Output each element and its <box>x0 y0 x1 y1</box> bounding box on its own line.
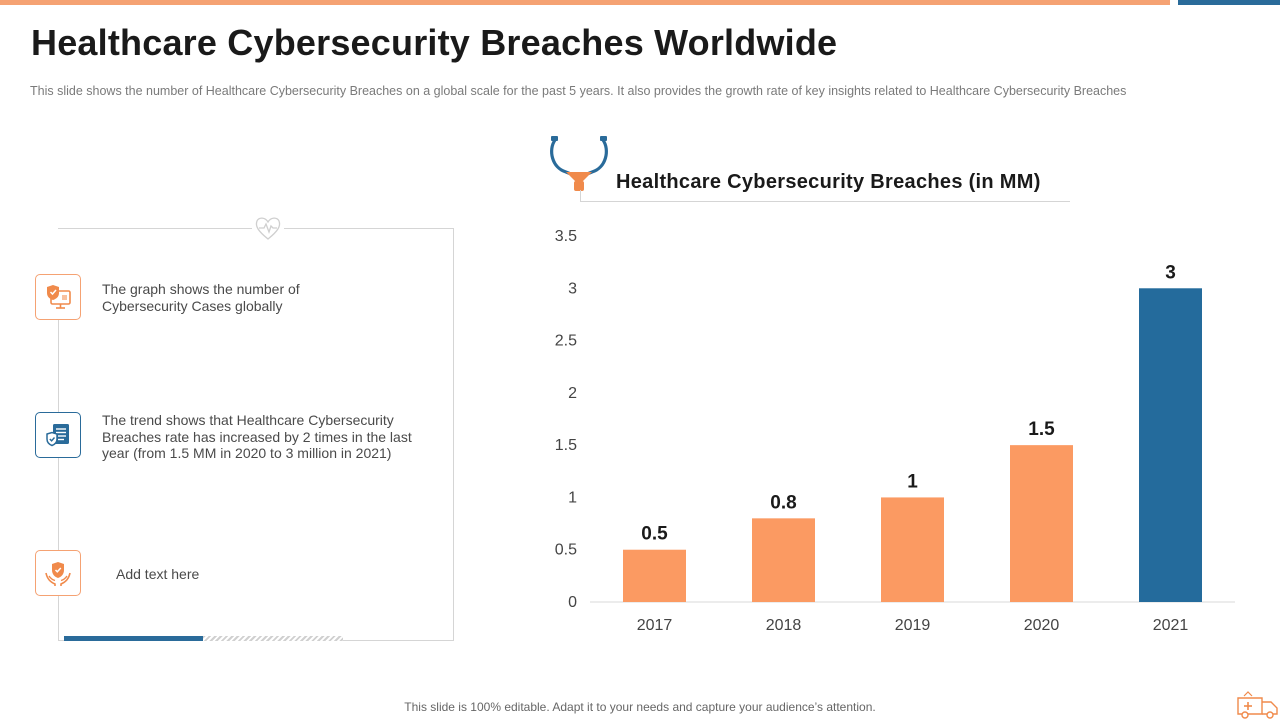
point-2-text: The trend shows that Healthcare Cybersec… <box>102 412 412 461</box>
y-tick-label: 2 <box>568 385 577 402</box>
data-label: 0.5 <box>641 524 668 545</box>
computer-shield-icon <box>47 285 71 309</box>
x-tick-label: 2019 <box>895 617 931 634</box>
x-tick-label: 2018 <box>766 617 802 634</box>
y-tick-label: 1.5 <box>555 437 577 454</box>
top-accent-bar-orange <box>0 0 1170 5</box>
progress-bar-filled <box>64 636 203 641</box>
data-label: 1 <box>907 471 918 492</box>
bar-2017 <box>623 549 686 602</box>
bar-2020 <box>1010 445 1073 602</box>
timeline-line <box>58 320 59 640</box>
data-label: 1.5 <box>1028 419 1055 440</box>
chart-title: Healthcare Cybersecurity Breaches (in MM… <box>616 171 1041 193</box>
x-tick-label: 2021 <box>1153 617 1189 634</box>
y-tick-label: 0 <box>568 594 577 611</box>
data-label: 3 <box>1165 262 1176 283</box>
bar-chart: 0 0.5 1 1.5 2 2.5 3 3.5 0.5 2017 0.8 2018 1 2019 1.5 20… <box>555 228 1235 634</box>
y-tick-label: 2.5 <box>555 333 577 350</box>
page-title: Healthcare Cybersecurity Breaches Worldw… <box>31 22 838 63</box>
footer-note: This slide is 100% editable. Adapt it to… <box>404 700 876 714</box>
document-shield-icon <box>46 424 69 447</box>
progress-bar-hatched <box>203 636 343 641</box>
heartbeat-icon <box>252 212 284 244</box>
point-3-text: Add text here <box>116 566 200 582</box>
point-3-icon-box <box>35 550 81 596</box>
x-tick-label: 2017 <box>637 617 673 634</box>
y-tick-label: 3 <box>568 280 577 297</box>
ambulance-icon <box>1234 686 1280 720</box>
x-tick-label: 2020 <box>1024 617 1060 634</box>
y-tick-label: 3.5 <box>555 228 577 245</box>
bar-2019 <box>881 497 944 602</box>
data-label: 0.8 <box>770 492 796 513</box>
bar-2018 <box>752 518 815 602</box>
stethoscope-icon <box>546 134 612 194</box>
point-2-icon-box <box>35 412 81 458</box>
point-1-icon-box <box>35 274 81 320</box>
top-accent-bar-blue <box>1178 0 1280 5</box>
y-tick-label: 1 <box>568 489 577 506</box>
chart-title-underline <box>580 201 1070 202</box>
y-tick-label: 0.5 <box>555 542 577 559</box>
chart-title-bracket <box>580 190 581 202</box>
point-1-text: The graph shows the number of Cybersecur… <box>102 281 300 314</box>
hands-shield-icon <box>45 562 71 586</box>
bar-2021 <box>1139 288 1202 602</box>
page-subtitle: This slide shows the number of Healthcar… <box>30 84 1127 98</box>
